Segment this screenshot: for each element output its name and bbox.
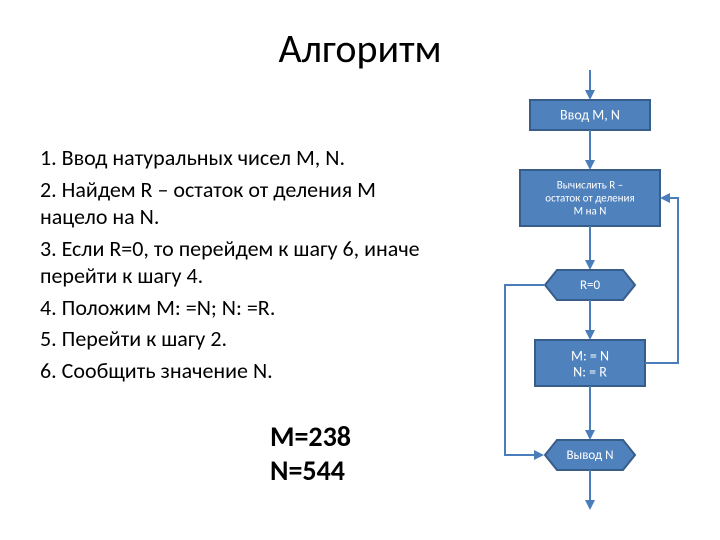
- node-compute-l3: M на N: [574, 205, 607, 218]
- step-2: 2. Найдем R – остаток от деления M нацел…: [40, 176, 440, 231]
- step-1: 1. Ввод натуральных чисел M, N.: [40, 144, 440, 172]
- example-n: N=544: [270, 454, 351, 488]
- flowchart: Ввод M, N Вычислить R – остаток от делен…: [490, 70, 690, 530]
- node-assign-l2: N: = R: [573, 363, 607, 380]
- step-4: 4. Положим M: =N; N: =R.: [40, 294, 440, 322]
- node-decision-label: R=0: [580, 278, 601, 293]
- page-title: Алгоритм: [0, 24, 720, 73]
- example-m: M=238: [270, 420, 351, 454]
- node-input-label: Ввод M, N: [560, 106, 620, 123]
- node-assign-l1: M: = N: [571, 347, 609, 364]
- algorithm-steps: 1. Ввод натуральных чисел M, N. 2. Найде…: [40, 144, 440, 388]
- node-compute-l1: Вычислить R –: [557, 179, 623, 192]
- step-5: 5. Перейти к шагу 2.: [40, 325, 440, 353]
- node-output-label: Вывод N: [566, 448, 613, 463]
- example-values: M=238 N=544: [270, 420, 351, 487]
- step-6: 6. Сообщить значение N.: [40, 357, 440, 385]
- node-compute-l2: остаток от деления: [545, 192, 634, 205]
- step-3: 3. Если R=0, то перейдем к шагу 6, иначе…: [40, 235, 440, 290]
